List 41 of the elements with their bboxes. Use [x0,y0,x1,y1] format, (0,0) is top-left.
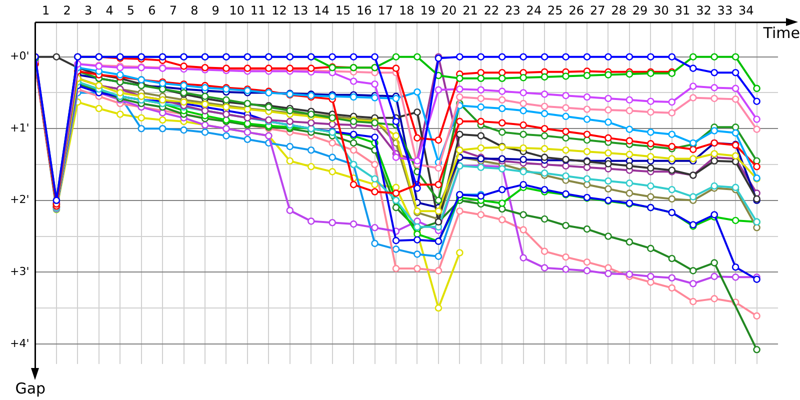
x-tick-label: 34 [738,3,754,18]
x-tick-label: 16 [356,3,372,18]
x-tick-label: 2 [63,3,71,18]
x-tick-label: 28 [611,3,626,18]
x-axis-title: Time [762,24,800,42]
x-tick-label: 21 [462,3,478,18]
x-tick-label: 13 [292,3,308,18]
x-tick-label: 18 [398,3,414,18]
x-tick-label: 32 [696,3,712,18]
x-tick-label: 9 [212,3,220,18]
y-tick-label: +0' [10,50,30,63]
x-tick-label: 10 [229,3,244,18]
y-tick-label: +1' [10,121,30,134]
x-tick-label: 24 [526,3,542,18]
x-tick-label: 1 [42,3,50,18]
x-tick-label: 11 [250,3,266,18]
x-tick-label: 8 [190,3,198,18]
x-tick-label: 22 [484,3,500,18]
x-tick-label: 17 [378,3,394,18]
y-tick-label: +3' [10,265,30,278]
x-tick-label: 27 [590,3,606,18]
x-tick-label: 30 [654,3,669,18]
x-tick-label: 5 [126,3,135,18]
x-tick-label: 26 [568,3,584,18]
x-tick-label: 19 [420,3,436,18]
x-tick-label: 3 [84,3,92,18]
x-tick-label: 15 [335,3,351,18]
x-tick-label: 4 [106,3,114,18]
x-tick-label: 31 [674,3,690,18]
x-tick-label: 23 [505,3,520,18]
x-tick-label: 6 [148,3,156,18]
y-tick-label: +4' [10,336,30,350]
x-tick-label: 25 [548,3,563,18]
x-tick-label: 14 [314,3,330,18]
x-tick-label: 7 [169,3,177,18]
y-tick-label: +2' [10,193,30,206]
x-tick-label: 33 [717,3,733,18]
x-tick-label: 29 [632,3,648,18]
x-tick-label: 12 [272,3,287,18]
y-axis-title: Gap [15,379,46,398]
x-tick-label: 20 [441,3,457,18]
